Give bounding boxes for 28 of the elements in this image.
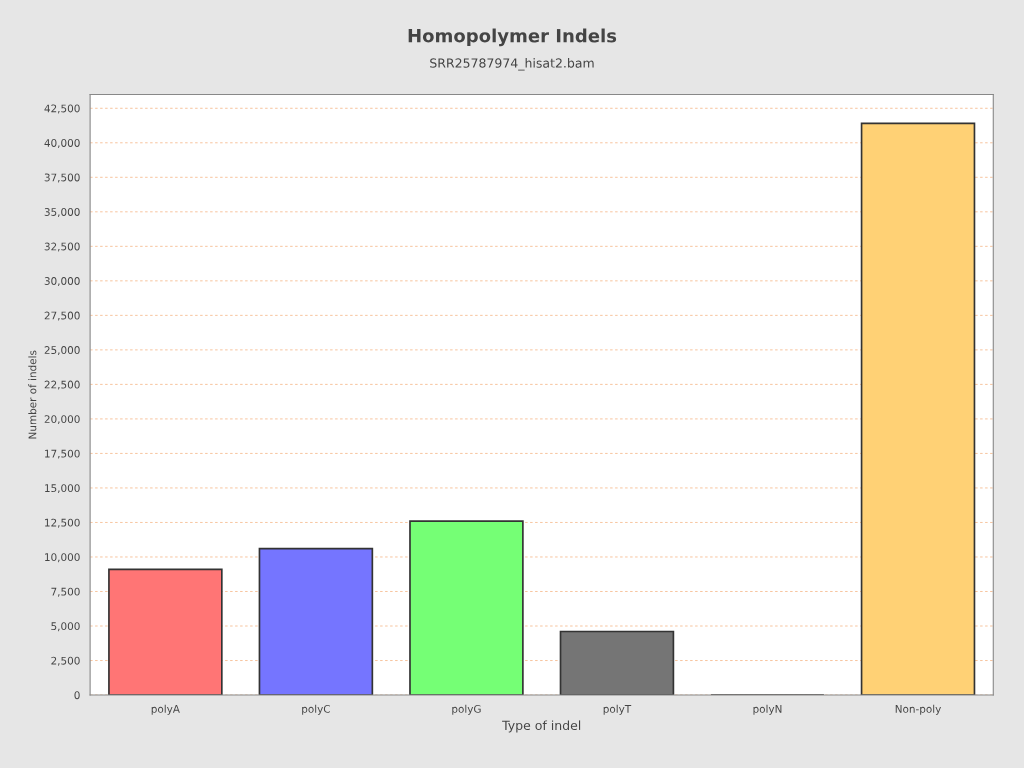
- x-tick-label: Non-poly: [895, 704, 941, 715]
- x-tick-label: polyN: [753, 704, 782, 715]
- chart-subtitle: SRR25787974_hisat2.bam: [430, 58, 594, 71]
- x-tick-label: polyT: [603, 704, 632, 715]
- x-tick-label: polyG: [452, 704, 481, 715]
- y-tick-label: 35,000: [44, 208, 80, 217]
- y-tick-label: 5,000: [51, 622, 80, 632]
- y-tick-label: 10,000: [45, 553, 80, 563]
- x-tick-label: polyA: [151, 704, 180, 715]
- y-tick-label: 22,500: [44, 380, 80, 390]
- y-axis-title: Number of indels: [28, 350, 37, 439]
- y-tick-label: 40,000: [44, 139, 80, 148]
- x-axis-title: Type of indel: [502, 720, 581, 733]
- y-tick-label: 15,000: [45, 484, 80, 494]
- y-tick-label: 37,500: [44, 173, 80, 183]
- y-tick-label: 17,500: [45, 449, 80, 459]
- y-tick-label: 12,500: [45, 518, 80, 528]
- y-tick-label: 27,500: [44, 311, 80, 321]
- y-tick-label: 7,500: [51, 587, 80, 597]
- x-tick-label: polyC: [302, 704, 330, 715]
- chart-title: Homopolymer Indels: [408, 28, 617, 47]
- y-tick-label: 42,500: [44, 104, 80, 114]
- y-tick-label: 32,500: [44, 242, 80, 252]
- y-tick-label: 2,500: [51, 656, 80, 666]
- y-tick-label: 30,000: [44, 277, 80, 287]
- y-tick-label: 25,000: [44, 346, 80, 356]
- y-tick-label: 20,000: [44, 415, 80, 425]
- y-tick-label: 0: [74, 691, 80, 700]
